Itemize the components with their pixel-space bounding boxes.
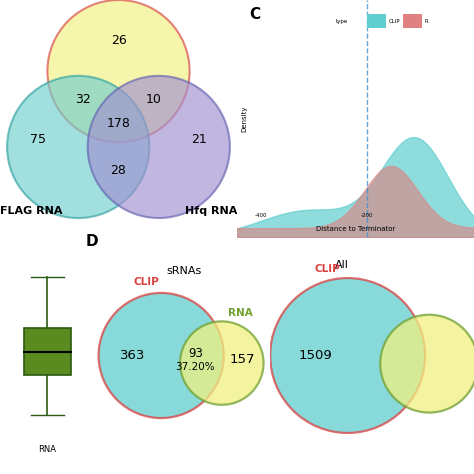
Text: R: R bbox=[424, 19, 428, 24]
Text: Density: Density bbox=[241, 105, 247, 132]
Text: sRNAs: sRNAs bbox=[166, 266, 201, 276]
Text: CLIP: CLIP bbox=[389, 19, 401, 24]
Text: 75: 75 bbox=[30, 133, 46, 146]
Circle shape bbox=[270, 278, 425, 433]
Text: -200: -200 bbox=[361, 213, 374, 218]
Bar bbox=[367, 14, 386, 28]
Text: 157: 157 bbox=[230, 353, 255, 366]
Text: -400: -400 bbox=[255, 213, 267, 218]
Text: 32: 32 bbox=[75, 93, 91, 106]
Text: Hfq RNA: Hfq RNA bbox=[185, 206, 237, 216]
Text: 10: 10 bbox=[146, 93, 162, 106]
Circle shape bbox=[180, 321, 264, 405]
Text: 28: 28 bbox=[110, 164, 127, 177]
Text: 1509: 1509 bbox=[298, 349, 332, 362]
Text: All: All bbox=[335, 260, 348, 270]
Circle shape bbox=[380, 315, 474, 412]
Text: 93: 93 bbox=[188, 347, 203, 360]
Text: Distance to Terminator: Distance to Terminator bbox=[316, 226, 395, 232]
Text: FLAG RNA: FLAG RNA bbox=[0, 206, 63, 216]
Text: CLIP: CLIP bbox=[314, 264, 340, 274]
Bar bbox=[403, 14, 422, 28]
Text: 26: 26 bbox=[110, 34, 127, 47]
Text: 363: 363 bbox=[120, 349, 146, 362]
Text: RNA: RNA bbox=[228, 308, 253, 318]
Text: C: C bbox=[249, 7, 260, 22]
Bar bbox=[24, 328, 71, 375]
Text: RNA: RNA bbox=[38, 445, 56, 454]
Circle shape bbox=[7, 76, 149, 218]
Text: D: D bbox=[85, 234, 98, 249]
Text: 37.20%: 37.20% bbox=[175, 362, 215, 372]
Text: 178: 178 bbox=[107, 117, 130, 130]
Circle shape bbox=[99, 293, 224, 418]
Text: CLIP: CLIP bbox=[133, 277, 159, 287]
Circle shape bbox=[47, 0, 190, 142]
Text: 21: 21 bbox=[191, 133, 207, 146]
Text: type: type bbox=[336, 19, 348, 24]
Circle shape bbox=[88, 76, 230, 218]
